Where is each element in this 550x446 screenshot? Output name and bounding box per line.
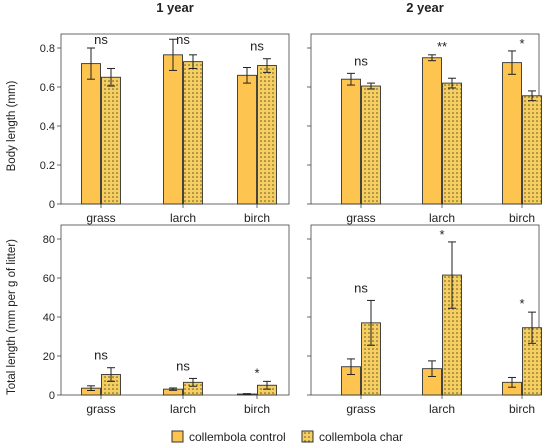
bar-char-larch bbox=[442, 82, 462, 205]
error-bar-control-birch bbox=[243, 67, 251, 84]
error-bar-char-grass bbox=[107, 367, 115, 382]
y-tick-label: 80 bbox=[43, 234, 55, 246]
panel-title: 2 year bbox=[406, 0, 444, 15]
x-tick-label-larch: larch bbox=[170, 402, 196, 416]
y-tick-label: 0.2 bbox=[40, 160, 55, 172]
legend: collembola control collembola char bbox=[171, 430, 403, 444]
bar-control-birch bbox=[502, 62, 522, 205]
y-tick-label: 40 bbox=[43, 312, 55, 324]
error-bar-control-grass bbox=[347, 358, 355, 376]
error-bar-control-larch bbox=[169, 387, 177, 391]
error-bar-char-birch bbox=[263, 58, 271, 73]
error-bar-control-birch bbox=[243, 393, 251, 395]
x-tick-label-grass: grass bbox=[346, 211, 375, 225]
error-bar-char-birch bbox=[528, 311, 536, 344]
bar-control-grass bbox=[341, 78, 361, 205]
error-bar-char-grass bbox=[367, 82, 375, 90]
error-bar-char-larch bbox=[189, 377, 197, 387]
significance-label: * bbox=[254, 365, 259, 380]
significance-label: ns bbox=[176, 32, 190, 47]
legend-label-char: collembola char bbox=[319, 430, 403, 444]
error-bar-control-grass bbox=[87, 385, 95, 392]
bar-char-grass bbox=[101, 76, 121, 205]
error-bar-control-birch bbox=[508, 376, 516, 388]
significance-label: * bbox=[519, 296, 524, 311]
error-bar-control-larch bbox=[428, 54, 436, 62]
error-bar-char-birch bbox=[263, 380, 271, 390]
error-bar-control-birch bbox=[508, 50, 516, 75]
legend-swatch-char bbox=[301, 430, 314, 443]
y-tick-label: 0.8 bbox=[40, 43, 55, 55]
x-tick-label-grass: grass bbox=[86, 402, 115, 416]
bar-control-birch bbox=[237, 74, 257, 205]
significance-label: ns bbox=[94, 32, 108, 47]
error-bar-control-grass bbox=[87, 47, 95, 80]
significance-label: ns bbox=[94, 348, 108, 363]
panel-bottom-right: grass larch birch ns * * bbox=[307, 224, 542, 416]
bar-control-larch bbox=[422, 57, 442, 205]
significance-label: * bbox=[439, 227, 444, 242]
significance-label: ns bbox=[354, 53, 368, 68]
legend-swatch-control bbox=[171, 430, 184, 443]
bar-char-larch bbox=[183, 61, 203, 205]
x-tick-label-larch: larch bbox=[429, 211, 455, 225]
x-tick-label-grass: grass bbox=[86, 211, 115, 225]
error-bar-control-grass bbox=[347, 72, 355, 86]
error-bar-char-larch bbox=[189, 54, 197, 69]
x-tick-label-larch: larch bbox=[429, 402, 455, 416]
x-tick-label-birch: birch bbox=[244, 402, 270, 416]
x-tick-label-birch: birch bbox=[244, 211, 270, 225]
error-bar-control-larch bbox=[428, 360, 436, 377]
y-tick-label: 0.4 bbox=[40, 121, 55, 133]
x-tick-label-birch: birch bbox=[509, 211, 535, 225]
y-tick-label: 60 bbox=[43, 273, 55, 285]
bar-char-birch bbox=[522, 95, 542, 205]
significance-label: ns bbox=[176, 358, 190, 373]
error-bar-control-larch bbox=[169, 38, 177, 71]
error-bar-char-grass bbox=[107, 67, 115, 87]
y-tick-label: 0 bbox=[49, 390, 55, 402]
y-tick-label: 20 bbox=[43, 351, 55, 363]
error-bar-char-larch bbox=[448, 77, 456, 89]
error-bar-char-grass bbox=[367, 299, 375, 346]
bar-control-larch bbox=[163, 54, 183, 205]
y-tick-label: 0.6 bbox=[40, 82, 55, 94]
significance-label: * bbox=[519, 36, 524, 51]
panel-top-left: 0 0.2 0.4 0.6 0.8 grass larch birch ns ns ns 1 year… bbox=[6, 0, 290, 225]
significance-label: ns bbox=[354, 280, 368, 295]
x-tick-label-grass: grass bbox=[346, 402, 375, 416]
x-tick-label-birch: birch bbox=[509, 402, 535, 416]
error-bar-char-larch bbox=[448, 241, 456, 309]
bar-char-grass bbox=[361, 85, 381, 205]
error-bar-char-birch bbox=[528, 90, 536, 102]
y-axis-label: Total length (mm per g of litter) bbox=[6, 239, 18, 395]
y-axis-label: Body length (mm) bbox=[6, 80, 18, 171]
significance-label: ** bbox=[437, 39, 447, 54]
chart-panels: 0 0.2 0.4 0.6 0.8 grass larch birch ns ns ns 1 year… bbox=[6, 0, 542, 416]
significance-label: ns bbox=[250, 39, 264, 54]
panel-title: 1 year bbox=[156, 0, 194, 15]
x-tick-label-larch: larch bbox=[170, 211, 196, 225]
legend-label-control: collembola control bbox=[189, 430, 286, 444]
y-tick-label: 0 bbox=[49, 199, 55, 211]
bar-control-grass bbox=[81, 63, 101, 205]
panel-bottom-left: 0 20 40 60 80 grass larch birch ns ns * Total lengt… bbox=[6, 224, 290, 416]
bar-char-birch bbox=[257, 65, 277, 205]
